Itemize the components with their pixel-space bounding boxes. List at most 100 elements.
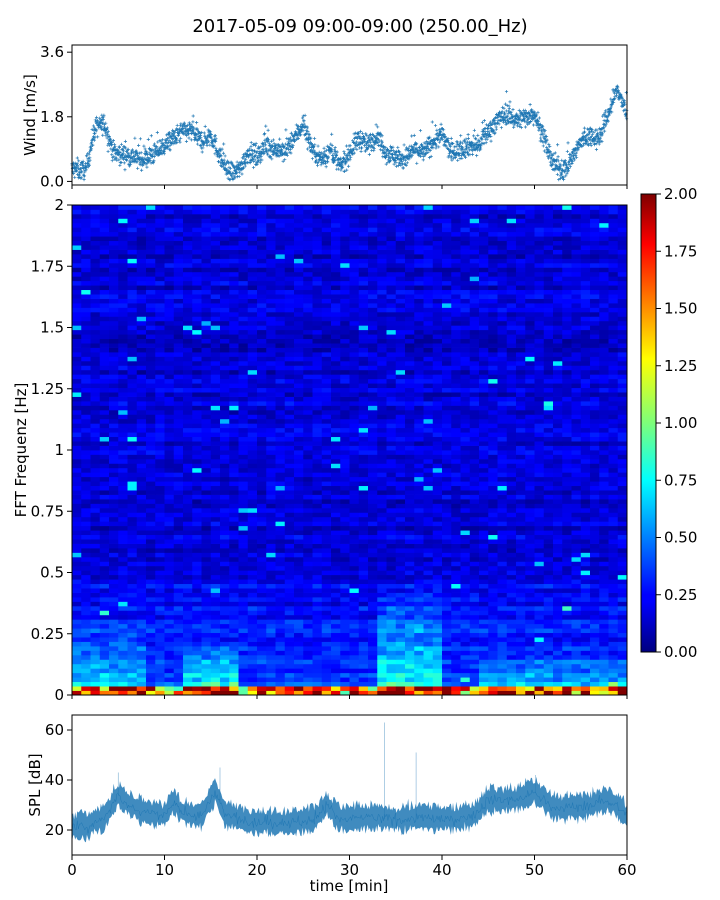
spectrogram-cell	[497, 646, 508, 651]
spectrogram-cell	[488, 512, 498, 518]
spectrogram-cell	[451, 623, 461, 629]
spectrogram-cell	[451, 605, 461, 611]
spectrogram-cell	[303, 561, 313, 567]
spectrogram-cell	[488, 605, 498, 611]
spectrogram-cell	[331, 507, 341, 513]
spectrogram-cell	[109, 601, 119, 607]
wind-point	[233, 176, 237, 180]
spectrogram-cell	[460, 677, 471, 683]
spectrogram-cell	[451, 654, 461, 660]
spectrogram-cell	[312, 646, 323, 651]
wind-point	[401, 166, 405, 170]
spectrogram-cell	[192, 632, 202, 638]
spectrogram-cell	[451, 619, 461, 625]
spectrogram-cell	[183, 574, 193, 580]
wind-point	[489, 139, 493, 143]
spectrogram-cell	[266, 619, 276, 625]
wind-point	[546, 154, 550, 158]
spectrogram-cell	[238, 588, 249, 593]
spectrogram-cell	[173, 597, 184, 602]
wind-point	[133, 157, 137, 161]
spectrogram-cell	[451, 601, 461, 607]
spectrogram-cell	[516, 556, 526, 562]
spectrogram-cell	[395, 583, 406, 589]
spectrogram-cell	[155, 668, 165, 674]
spectrogram-cell	[423, 512, 434, 518]
spectrogram-cell	[109, 579, 119, 585]
spectrogram-cell	[303, 597, 313, 602]
spectrogram-cell	[534, 512, 545, 518]
spectrogram-cell	[469, 659, 480, 665]
spectrogram-cell	[118, 565, 128, 571]
wind-point	[421, 158, 425, 162]
spectrogram-cell	[590, 503, 600, 509]
spectrogram-cell	[543, 663, 554, 669]
spectrogram-cell	[173, 530, 184, 536]
spectrogram-cell	[127, 530, 138, 536]
spectrogram-cell	[331, 543, 341, 549]
spectrogram-cell	[608, 521, 619, 527]
spectrogram-cell	[469, 530, 480, 536]
spectrogram-cell	[72, 677, 82, 683]
spectrogram-cell	[617, 677, 628, 683]
spectrogram-cell	[238, 628, 249, 634]
spectrogram-cell	[294, 530, 304, 536]
spectrogram-cell	[451, 597, 461, 602]
spectrogram-cell	[432, 641, 443, 647]
spectrogram-cell	[294, 650, 304, 656]
wind-point	[112, 142, 117, 147]
spectrogram-cell	[275, 592, 286, 598]
spectrogram-cell	[284, 539, 295, 544]
spectrogram-cell	[192, 641, 202, 647]
spectrogram-cell	[368, 548, 378, 553]
spectrogram-cell	[275, 561, 286, 567]
spectrogram-cell	[553, 565, 563, 571]
spectrogram-cell	[525, 601, 535, 607]
spectrogram-cell	[506, 623, 517, 629]
spectrogram-cell	[220, 561, 230, 567]
spectrogram-cell	[210, 556, 221, 562]
spectrogram-cell	[580, 574, 591, 580]
spectrogram-cell	[432, 614, 443, 620]
spectrogram-cell	[358, 570, 369, 576]
spectrogram-cell	[229, 619, 239, 625]
spectrogram-cell	[534, 619, 545, 625]
spectrogram-cell	[136, 623, 147, 629]
spectrogram-cell	[118, 592, 128, 598]
wind-point	[434, 146, 438, 150]
spectrogram-cell	[164, 641, 175, 647]
wind-point	[360, 146, 364, 150]
spectrogram-cell	[127, 654, 138, 660]
spectrogram-cell	[238, 610, 249, 616]
spectrogram-cell	[118, 507, 128, 513]
spectrogram-cell	[571, 605, 582, 611]
spectrogram-cell	[257, 659, 267, 665]
spectrogram-cell	[497, 668, 508, 674]
spectrogram-cell	[405, 605, 415, 611]
spectrogram-cell	[284, 619, 295, 625]
spectrogram-cell	[229, 503, 239, 509]
spectrogram-cell	[136, 597, 147, 602]
spectrogram-cell	[460, 632, 471, 638]
spectrogram-cell	[164, 677, 175, 683]
spectrogram-cell	[238, 556, 249, 562]
spectrogram-cell	[599, 668, 609, 674]
spectrogram-cell	[608, 623, 619, 629]
spectrogram-cell	[247, 583, 258, 589]
spectrogram-cell	[72, 552, 82, 558]
spectrogram-cell	[210, 583, 221, 589]
spectrogram-cell	[506, 552, 517, 558]
spectrogram-cell	[118, 632, 128, 638]
wind-point	[539, 136, 543, 140]
spectrogram-cell	[294, 503, 304, 509]
spectrogram-cell	[386, 503, 397, 509]
spectrogram-cell	[497, 556, 508, 562]
spectrogram-cell	[321, 561, 332, 567]
spectrogram-cell	[118, 601, 128, 607]
spectrogram-cell	[506, 646, 517, 651]
spectrogram-cell	[164, 637, 175, 642]
spectrogram-cell	[405, 530, 415, 536]
spectrogram-cell	[99, 530, 110, 536]
spectrogram-cell	[99, 605, 110, 611]
spectrogram-cell	[155, 672, 165, 678]
